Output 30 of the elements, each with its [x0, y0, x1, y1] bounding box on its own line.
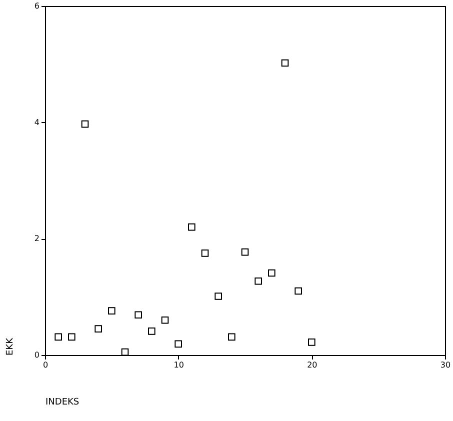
point — [121, 348, 129, 356]
point — [188, 223, 196, 231]
x-axis-title: INDEKS — [46, 398, 80, 408]
point — [281, 59, 289, 67]
point — [268, 269, 276, 277]
y-tick-label: 0 — [34, 350, 40, 360]
point — [54, 333, 62, 341]
point — [214, 292, 222, 300]
point — [294, 287, 302, 295]
point — [174, 340, 182, 348]
point — [148, 327, 156, 335]
point — [201, 250, 209, 257]
y-tick-label: 4 — [34, 118, 40, 127]
y-axis-title: EKK — [5, 336, 16, 356]
point — [134, 311, 142, 319]
y-tick-label: 2 — [34, 234, 40, 244]
point — [94, 325, 102, 332]
x-tick-label: 0 — [42, 360, 48, 370]
point — [161, 316, 169, 324]
point — [228, 333, 236, 341]
x-tick-label: 20 — [307, 360, 318, 370]
point — [308, 338, 316, 346]
x-tick-label: 30 — [440, 360, 451, 370]
y-tick-label: 6 — [34, 2, 40, 10]
point — [254, 277, 262, 285]
x-tick-label: 10 — [174, 360, 184, 370]
point — [68, 333, 76, 341]
point — [241, 248, 249, 256]
point — [108, 307, 116, 314]
point — [81, 120, 89, 128]
